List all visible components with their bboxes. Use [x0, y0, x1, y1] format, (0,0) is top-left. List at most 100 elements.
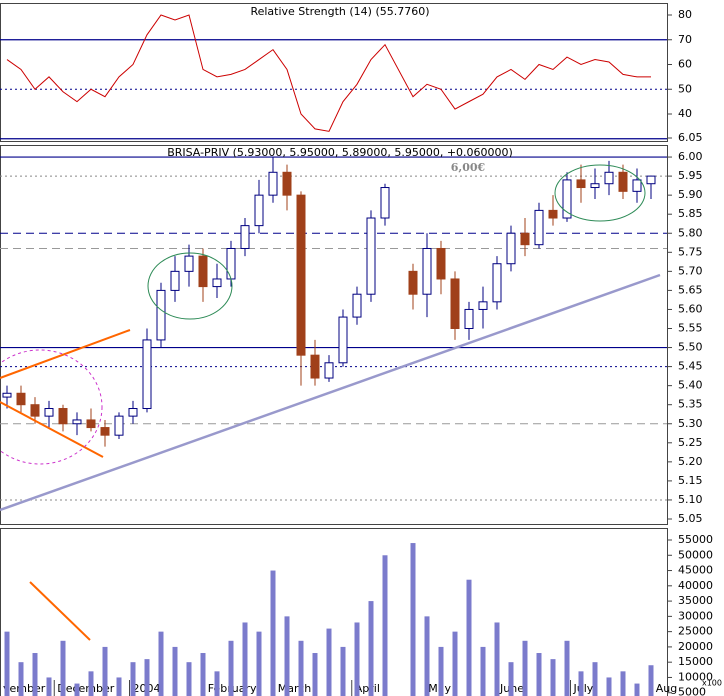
candle-body [338, 316, 348, 364]
candle-body [72, 419, 82, 425]
volume-bar [536, 653, 542, 696]
volume-bar [648, 665, 654, 696]
plot-layer: 40 50 60 70 80 6.05 6.00 5.95 5.90 5.85 5.80 5.75 5.… [0, 8, 713, 696]
volume-bar [354, 622, 360, 696]
candle-body [562, 179, 572, 219]
candle-body [618, 171, 628, 192]
candle-body [226, 247, 236, 280]
candle-body [534, 209, 544, 246]
volume-bar [32, 653, 38, 696]
y-tick-label: 5.30 [678, 417, 703, 430]
volume-trendline [29, 581, 91, 641]
y-tick-label: 5.75 [678, 245, 703, 258]
price-panel [0, 145, 668, 525]
y-tick-label: 20000 [678, 640, 713, 653]
volume-bar [102, 646, 108, 696]
volume-bar [144, 659, 150, 696]
y-tick-label: 5.65 [678, 283, 703, 296]
volume-bar [326, 628, 332, 696]
volume-bar [186, 662, 192, 696]
y-tick-label: 50000 [678, 548, 713, 561]
volume-bar [74, 683, 80, 696]
annotation: 6,00€ [451, 161, 486, 174]
flag-ellipse [0, 349, 103, 465]
volume-bar [592, 662, 598, 696]
candle-body [324, 362, 334, 379]
candle-body [100, 427, 110, 436]
candle-body [646, 175, 656, 185]
x-tick-label: December [57, 682, 115, 695]
volume-bar [438, 646, 444, 696]
volume-bar [578, 671, 584, 696]
volume-unit: x100 [702, 679, 722, 688]
candle-body [30, 404, 40, 417]
candle-body [492, 263, 502, 303]
candle-body [422, 247, 432, 295]
candle-body [268, 171, 278, 196]
volume-bar [382, 555, 388, 696]
volume-bar [284, 616, 290, 696]
candle-body [16, 392, 26, 406]
candle-body [128, 408, 138, 417]
volume-bar [508, 662, 514, 696]
pattern-ellipse [147, 252, 233, 320]
candle-body [576, 179, 586, 189]
candle-body [436, 247, 446, 280]
candle-body [450, 278, 460, 329]
candle-body [548, 209, 558, 219]
y-tick-label: 5.55 [678, 322, 703, 335]
candle-body [520, 232, 530, 246]
y-tick-label: 5.70 [678, 264, 703, 277]
upper-flag-line [0, 329, 131, 379]
volume-bar [130, 662, 136, 696]
candle-body [590, 183, 600, 189]
candle-body [310, 354, 320, 379]
candle-body [212, 278, 222, 288]
volume-bar [116, 677, 122, 696]
y-tick-label: 5.45 [678, 360, 703, 373]
y-tick-label: 10000 [678, 670, 713, 683]
y-tick-label: 25000 [678, 625, 713, 638]
price-title: BRISA-PRIV (5.93000, 5.95000, 5.89000, 5… [167, 146, 513, 159]
volume-bar [564, 640, 570, 696]
volume-bar [46, 677, 52, 696]
y-tick-label: 5.40 [678, 379, 703, 392]
candle-body [114, 415, 124, 436]
candle-body [478, 301, 488, 310]
volume-bar [228, 640, 234, 696]
y-tick-label: 5.50 [678, 341, 703, 354]
pattern-ellipse [554, 164, 646, 222]
y-tick-label: 30000 [678, 609, 713, 622]
y-tick-label: 35000 [678, 594, 713, 607]
support-trendline [0, 273, 661, 512]
candle-body [156, 289, 166, 341]
candle-body [240, 225, 250, 249]
y-tick-label: 45000 [678, 564, 713, 577]
volume-bar [550, 659, 556, 696]
volume-bar [200, 653, 206, 696]
y-tick-label: 70 [678, 33, 692, 46]
x-tick-label: March [278, 682, 312, 695]
volume-bar [452, 631, 458, 696]
y-tick-label: 5.10 [678, 493, 703, 506]
candle-body [380, 187, 390, 219]
volume-bar [18, 662, 24, 696]
candle-body [170, 270, 180, 291]
volume-bar [242, 622, 248, 696]
candle-body [198, 255, 208, 288]
volume-bar [214, 671, 220, 696]
y-tick-label: 60 [678, 58, 692, 71]
volume-bar [60, 640, 66, 696]
y-tick-label: 5.25 [678, 436, 703, 449]
candle-body [44, 408, 54, 417]
y-tick-label: 15000 [678, 655, 713, 668]
y-tick-label: 5.05 [678, 512, 703, 525]
candle-body [296, 194, 306, 356]
candle-body [184, 255, 194, 272]
volume-bar [256, 631, 262, 696]
candle-body [86, 419, 96, 429]
y-tick-label: 5.15 [678, 474, 703, 487]
candle-body [366, 217, 376, 295]
candle-body [352, 293, 362, 318]
